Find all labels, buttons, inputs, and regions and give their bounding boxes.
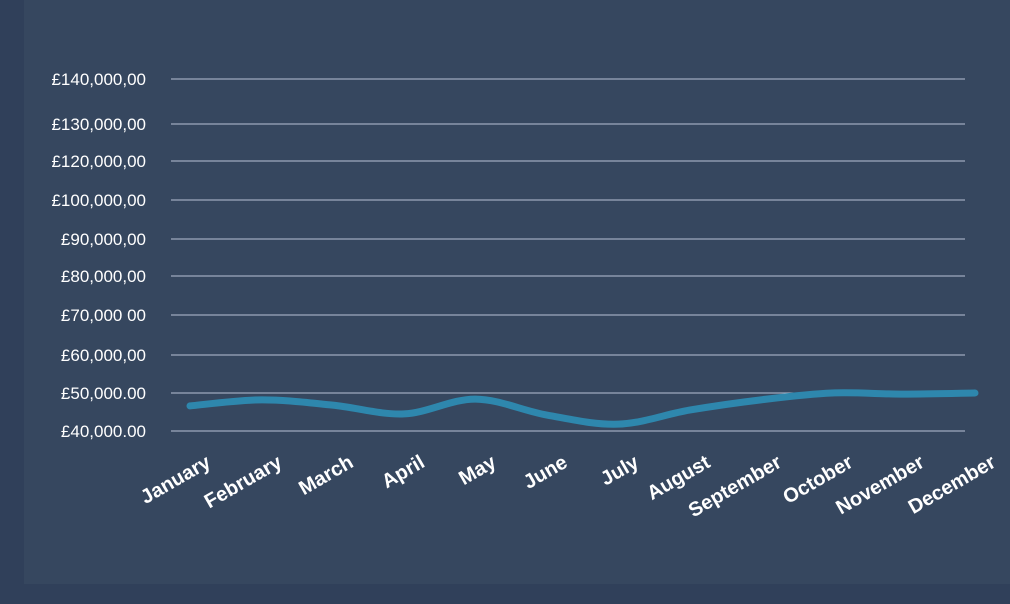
- y-tick-label: £140,000,00: [51, 70, 146, 89]
- series-line: [186, 389, 979, 428]
- x-tick-label: March: [295, 451, 357, 500]
- y-tick-label: £70,000 00: [61, 306, 146, 325]
- x-tick-label: May: [455, 451, 500, 490]
- y-tick-label: £100,000,00: [51, 191, 146, 210]
- y-tick-label: £120,000,00: [51, 152, 146, 171]
- x-tick-label: July: [597, 451, 643, 491]
- y-tick-label: £90,000,00: [61, 230, 146, 249]
- y-tick-label: £80,000,00: [61, 267, 146, 286]
- chart-panel: [24, 0, 1010, 584]
- y-tick-label: £40,000.00: [61, 422, 146, 441]
- y-tick-label: £130,000,00: [51, 115, 146, 134]
- x-tick-label: June: [520, 451, 571, 493]
- y-tick-label: £50,000.00: [61, 384, 146, 403]
- x-tick-label: February: [201, 451, 287, 513]
- x-tick-label: April: [378, 451, 428, 493]
- y-tick-label: £60,000,00: [61, 346, 146, 365]
